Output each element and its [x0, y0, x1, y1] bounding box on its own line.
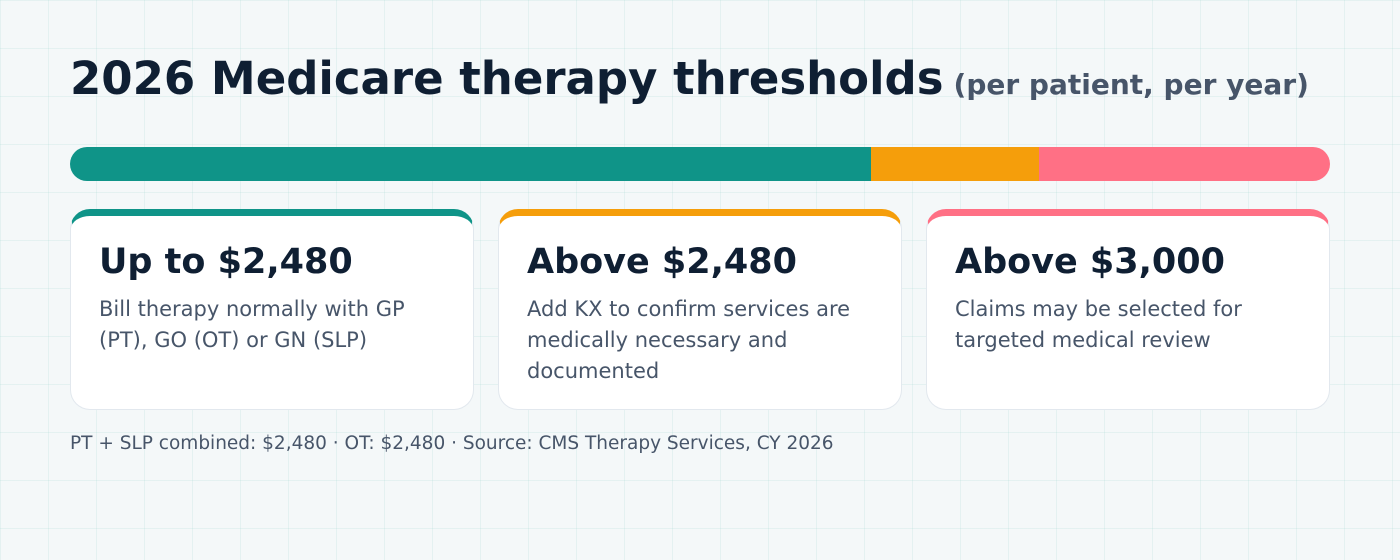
- threshold-segment-up-to-2480: [70, 147, 872, 181]
- threshold-bar: [70, 147, 1330, 181]
- footnote: PT + SLP combined: $2,480 · OT: $2,480 ·…: [70, 433, 834, 454]
- card-up-to-2480: Up to $2,480 Bill therapy normally with …: [70, 209, 474, 410]
- card-title: Above $2,480: [527, 242, 797, 282]
- threshold-segment-above-2480: [871, 147, 1040, 181]
- threshold-cards: Up to $2,480 Bill therapy normally with …: [70, 209, 1330, 410]
- card-title: Above $3,000: [955, 242, 1225, 282]
- card-title: Up to $2,480: [99, 242, 353, 282]
- card-above-3000: Above $3,000 Claims may be selected for …: [926, 209, 1330, 410]
- threshold-segment-above-3000: [1039, 147, 1330, 181]
- page-subtitle: (per patient, per year): [953, 68, 1309, 101]
- card-description: Add KX to confirm services are medically…: [527, 297, 851, 383]
- card-description: Bill therapy normally with GP (PT), GO (…: [99, 297, 405, 352]
- page-title: 2026 Medicare therapy thresholds: [70, 52, 944, 105]
- card-above-2480: Above $2,480 Add KX to confirm services …: [498, 209, 902, 410]
- card-description: Claims may be selected for targeted medi…: [955, 297, 1242, 352]
- header: 2026 Medicare therapy thresholds (per pat…: [70, 52, 1330, 105]
